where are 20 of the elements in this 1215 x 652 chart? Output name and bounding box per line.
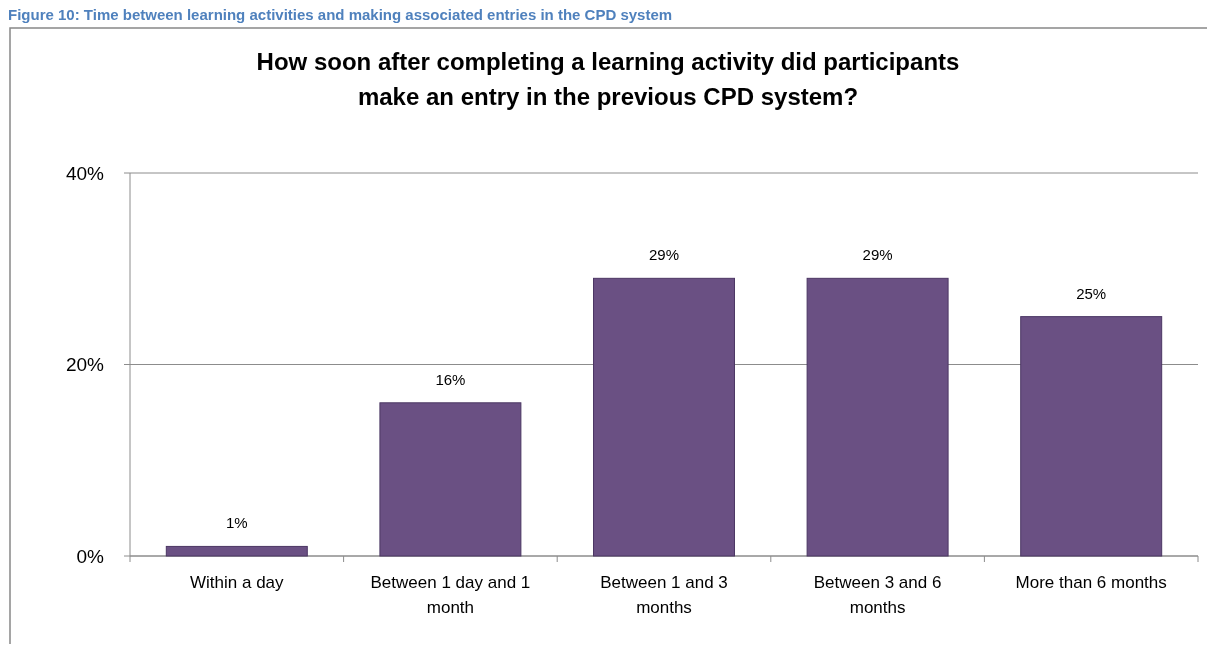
- data-label: 1%: [225, 514, 248, 532]
- data-label: 29%: [648, 246, 680, 264]
- data-label: 25%: [1076, 284, 1107, 302]
- bar: [379, 402, 522, 557]
- y-tick-label: 20%: [65, 354, 105, 376]
- bar: [165, 545, 308, 557]
- data-label: 16%: [435, 370, 466, 388]
- x-tick-label: Between 1 and 3 months: [600, 573, 728, 617]
- chart-title: How soon after completing a learning activity did participants make an entry in the previous CPD system?: [256, 48, 960, 110]
- caption: Figure 10: Time between learning activities and making associated entries in the CPD system: [8, 6, 673, 23]
- bar: [593, 277, 735, 557]
- y-tick-label: 0%: [76, 545, 105, 567]
- x-tick-label: Within a day: [190, 573, 285, 592]
- bar: [1020, 316, 1163, 557]
- y-tick-label: 40%: [65, 162, 105, 184]
- x-tick-label: Between 3 and 6 months: [813, 573, 942, 617]
- x-tick-label: Between 1 day and 1 month: [370, 573, 531, 617]
- bar: [806, 277, 949, 557]
- x-tick-label: More than 6 months: [1015, 573, 1167, 592]
- data-label: 29%: [862, 246, 893, 264]
